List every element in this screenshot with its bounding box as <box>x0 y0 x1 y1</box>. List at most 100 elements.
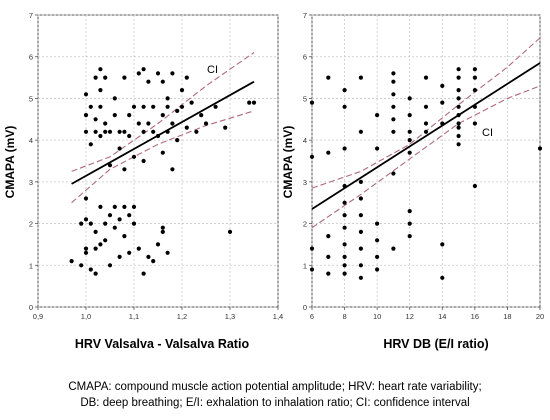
data-point <box>83 113 89 118</box>
data-point <box>88 104 93 109</box>
y-tick-label: 3 <box>29 178 33 187</box>
data-point <box>127 250 132 255</box>
data-point <box>391 171 396 176</box>
data-point <box>391 129 396 134</box>
data-point <box>456 142 461 147</box>
data-point <box>79 221 84 226</box>
data-point <box>342 213 347 218</box>
data-point <box>407 150 412 155</box>
data-point <box>440 275 445 280</box>
data-point <box>170 167 175 172</box>
data-point <box>103 75 108 80</box>
data-point <box>88 221 93 226</box>
data-point <box>107 213 113 218</box>
data-point <box>122 75 127 80</box>
y-tick-label: 2 <box>29 220 33 229</box>
data-point <box>358 229 363 234</box>
data-point <box>342 225 347 230</box>
data-point <box>326 75 331 80</box>
data-point <box>342 242 347 247</box>
data-point <box>472 88 477 93</box>
data-point <box>131 204 137 209</box>
x-tick-label: 1,3 <box>225 312 235 321</box>
data-point <box>309 154 315 159</box>
ci-lower-curve <box>71 110 255 204</box>
x-tick-label: 8 <box>342 312 346 321</box>
y-tick-label: 6 <box>29 53 33 62</box>
y-tick-label: 5 <box>29 94 33 103</box>
data-point <box>83 129 89 134</box>
y-tick-label: 7 <box>303 11 307 20</box>
x-tick-label: 20 <box>536 312 544 321</box>
y-tick-label: 1 <box>29 261 33 270</box>
data-point <box>117 129 122 134</box>
data-point <box>391 104 396 109</box>
data-point <box>103 221 108 226</box>
data-point <box>98 204 103 209</box>
x-tick-label: 1,1 <box>129 312 139 321</box>
data-point <box>472 67 477 72</box>
data-point <box>93 246 98 251</box>
data-point <box>223 125 228 130</box>
data-point <box>407 221 412 226</box>
points-deep-breathing <box>309 67 543 280</box>
data-point <box>107 263 113 268</box>
data-point <box>141 104 146 109</box>
y-tick-label: 3 <box>303 178 307 187</box>
data-point <box>391 117 396 122</box>
data-point <box>107 163 113 168</box>
data-point <box>107 129 113 134</box>
data-point <box>375 146 380 151</box>
y-tick-label: 0 <box>29 303 33 312</box>
data-point <box>375 254 380 259</box>
data-point <box>141 67 146 72</box>
data-point <box>141 271 146 276</box>
data-point <box>407 209 412 214</box>
data-point <box>131 154 137 159</box>
data-point <box>122 167 127 172</box>
data-point <box>155 133 161 139</box>
data-point <box>117 146 122 151</box>
data-point <box>309 246 315 251</box>
ci-annotation-deep-breathing: CI <box>482 127 493 139</box>
data-point <box>93 117 98 122</box>
x-axis-label-deep-breathing: HRV DB (E/I ratio) <box>383 337 488 351</box>
data-point <box>112 204 117 209</box>
x-tick-label: 16 <box>471 312 479 321</box>
data-point <box>88 142 93 147</box>
regression-line <box>71 80 255 185</box>
data-point <box>456 96 461 101</box>
data-point <box>122 234 127 239</box>
data-point <box>423 104 429 109</box>
data-point <box>93 271 98 276</box>
data-point <box>440 83 445 88</box>
x-tick-label: 0,9 <box>33 312 43 321</box>
grid-valsalva <box>37 14 279 308</box>
data-point <box>141 158 146 164</box>
data-point <box>103 129 108 134</box>
ci-annotation-valsalva: CI <box>207 64 218 76</box>
data-point <box>98 88 103 93</box>
data-point <box>472 75 477 80</box>
data-point <box>136 246 141 251</box>
data-point <box>472 121 477 126</box>
data-point <box>407 138 412 143</box>
data-point <box>375 238 380 243</box>
data-point <box>194 129 199 134</box>
data-point <box>83 217 89 222</box>
data-point <box>342 146 347 151</box>
data-point <box>342 254 347 259</box>
grid-deep-breathing <box>311 14 541 308</box>
data-point <box>155 71 161 76</box>
data-point <box>146 79 151 84</box>
chart-valsalva: 0,9 1,0 1,1 1,2 1,3 1,4 0 1 2 3 4 5 6 7 CI CMAPA (mV)… <box>3 11 283 351</box>
data-point <box>247 100 252 105</box>
data-point <box>456 104 461 109</box>
data-point <box>423 121 429 126</box>
data-point <box>112 96 117 101</box>
data-point <box>456 75 461 80</box>
caption-line-2: DB: deep breathing; E/I: exhalation to i… <box>80 397 470 409</box>
data-point <box>122 204 127 209</box>
data-point <box>358 196 363 201</box>
data-point <box>160 229 165 234</box>
